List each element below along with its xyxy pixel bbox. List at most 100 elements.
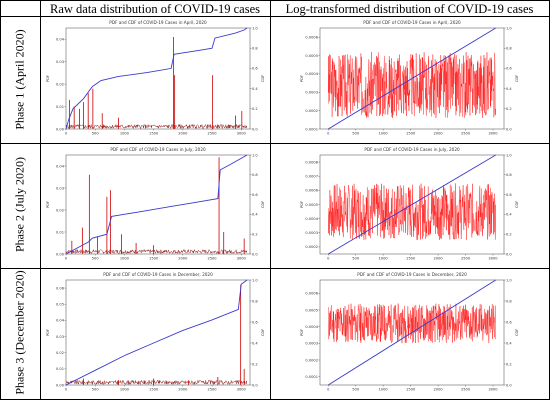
x-tick-label: 3000	[237, 132, 247, 136]
row-label-phase-3: Phase 3 (December 2020)	[12, 270, 27, 395]
x-tick-label: 1000	[120, 257, 130, 261]
y2-tick-label: 0.2	[506, 233, 512, 237]
y2-tick-label: 1.0	[252, 26, 258, 30]
column-header-raw: Raw data distribution of COVID-19 cases	[49, 2, 261, 16]
x-tick-label: 500	[352, 388, 360, 392]
x-tick-label: 1500	[406, 257, 416, 261]
x-tick-label: 2500	[207, 388, 217, 392]
y2-tick-label: 0.8	[252, 47, 258, 51]
y-axis-label: PDF	[300, 201, 304, 208]
y2-axis-label: CDF	[515, 201, 519, 208]
x-tick-label: 1500	[406, 388, 416, 392]
chart-panel-july-raw: PDF and CDF of COVID-19 Cases in July, 2…	[46, 147, 265, 261]
y2-tick-label: 0.6	[252, 193, 258, 197]
y-tick-label: 0.0004	[305, 325, 318, 329]
y-tick-label: 0.0003	[305, 342, 318, 346]
y2-tick-label: 0.4	[252, 341, 258, 345]
cdf-series	[328, 279, 496, 386]
x-tick-label: 1000	[379, 257, 389, 261]
chart-title: PDF and CDF of COVID-19 Cases in April, …	[109, 20, 207, 25]
y2-tick-label: 0.8	[506, 47, 512, 51]
y-tick-label: 0.0005	[305, 203, 318, 207]
y2-tick-label: 1.0	[506, 278, 512, 282]
x-tick-label: 1000	[120, 388, 130, 392]
cdf-series	[328, 27, 496, 130]
pdf-series-baseline	[65, 379, 248, 386]
y-tick-label: 0.04	[56, 164, 65, 168]
x-tick-label: 1000	[120, 132, 130, 136]
y-tick-label: 0.0005	[305, 54, 318, 58]
y-tick-label: 0.01	[56, 230, 64, 234]
y-tick-label: 0.01	[56, 367, 64, 371]
grid-line	[0, 16, 550, 17]
cdf-series	[65, 154, 248, 255]
y-tick-label: 0.0001	[305, 375, 318, 379]
y-tick-label: 0.0004	[305, 217, 318, 221]
y-tick-label: 0.00	[56, 383, 65, 387]
chart-title: PDF and CDF of COVID-19 Cases in July, 2…	[110, 147, 206, 152]
plot-frame	[65, 27, 251, 130]
y2-tick-label: 0.6	[506, 193, 512, 197]
x-tick-label: 1500	[149, 132, 159, 136]
y2-tick-label: 0.8	[252, 173, 258, 177]
y-tick-label: 0.03	[56, 60, 64, 64]
y2-tick-label: 1.0	[252, 153, 258, 157]
chart-panel-april-log: PDF and CDF of COVID-19 Cases in April, …	[300, 20, 519, 136]
x-tick-label: 500	[352, 257, 360, 261]
y2-tick-label: 0.0	[506, 127, 512, 131]
y-axis-label: PDF	[46, 75, 50, 82]
y-tick-label: 0.04	[56, 319, 65, 323]
y2-tick-label: 0.0	[252, 383, 258, 387]
y-tick-label: 0.0003	[305, 91, 318, 95]
y2-tick-label: 0.8	[252, 299, 258, 303]
y-axis-label: PDF	[300, 75, 304, 82]
y2-axis-label: CDF	[261, 75, 265, 82]
y-tick-label: 0.0006	[305, 35, 318, 39]
y-tick-label: 0.03	[56, 335, 64, 339]
chart-title: PDF and CDF of COVID-19 Cases in Decembe…	[103, 272, 213, 277]
x-tick-label: 0	[65, 257, 68, 261]
y-tick-label: 0.0008	[305, 160, 318, 164]
x-tick-label: 2000	[178, 388, 188, 392]
plot-frame	[65, 279, 251, 386]
grid-line	[40, 0, 41, 400]
x-tick-label: 500	[92, 132, 100, 136]
x-tick-label: 3000	[488, 132, 498, 136]
x-tick-label: 3000	[488, 257, 498, 261]
grid-line	[0, 0, 550, 1]
grid-line	[270, 0, 271, 400]
x-tick-label: 1500	[406, 132, 416, 136]
column-header-log: Log-transformed distribution of COVID-19…	[285, 2, 534, 16]
x-tick-label: 2000	[434, 257, 444, 261]
pdf-series-baseline	[65, 123, 248, 130]
y2-tick-label: 0.4	[252, 213, 258, 217]
x-tick-label: 0	[327, 388, 330, 392]
y2-tick-label: 1.0	[506, 153, 512, 157]
y-tick-label: 0.01	[56, 105, 64, 109]
y2-tick-label: 0.4	[506, 87, 512, 91]
y-tick-label: 0.0002	[305, 358, 318, 362]
x-tick-label: 1500	[149, 388, 159, 392]
x-tick-label: 1000	[379, 388, 389, 392]
cdf-series	[328, 154, 496, 255]
y2-tick-label: 0.4	[252, 87, 258, 91]
y-tick-label: 0.0004	[305, 72, 318, 76]
y-tick-label: 0.0002	[305, 245, 318, 249]
y2-tick-label: 0.6	[506, 320, 512, 324]
cdf-series	[65, 27, 248, 130]
x-tick-label: 2000	[434, 132, 444, 136]
y-axis-label: PDF	[46, 201, 50, 208]
x-tick-label: 0	[65, 132, 68, 136]
y2-tick-label: 0.0	[252, 127, 258, 131]
chart-panel-july-log: PDF and CDF of COVID-19 Cases in July, 2…	[300, 147, 519, 261]
y-axis-label: PDF	[46, 329, 50, 336]
x-tick-label: 3000	[237, 257, 247, 261]
y-tick-label: 0.0001	[305, 127, 318, 131]
y-tick-label: 0.02	[56, 208, 64, 212]
y2-tick-label: 0.6	[506, 67, 512, 71]
y2-axis-label: CDF	[261, 329, 265, 336]
row-label-phase-2: Phase 2 (July 2020)	[12, 157, 27, 252]
y2-tick-label: 0.0	[252, 252, 258, 256]
y2-axis-label: CDF	[261, 201, 265, 208]
